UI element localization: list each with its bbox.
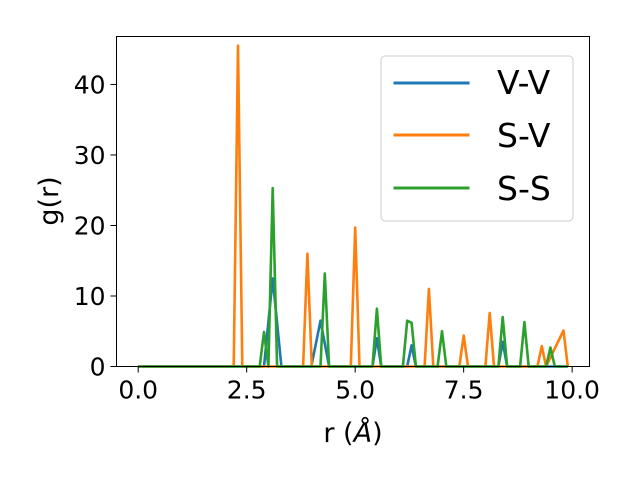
x-tick-label: 0.0: [118, 376, 158, 405]
y-tick-label: 0: [90, 353, 106, 382]
plot-frame: [116, 36, 590, 367]
y-tick-label: 20: [74, 211, 106, 240]
y-tick-label: 10: [74, 282, 106, 311]
legend-frame: [380, 55, 574, 222]
legend-label-s-v: S-V: [497, 116, 551, 155]
y-tick-label: 30: [74, 141, 106, 170]
x-tick-label: 2.5: [227, 376, 267, 405]
x-tick-label: 5.0: [335, 376, 375, 405]
y-tick-label: 40: [74, 70, 106, 99]
legend-label-v-v: V-V: [497, 63, 551, 102]
legend-label-s-s: S-S: [497, 169, 551, 208]
x-axis-label: r (Å): [323, 417, 382, 449]
x-tick-label: 7.5: [444, 376, 484, 405]
series-line-s-s: [138, 186, 568, 368]
x-tick-label: 10.0: [544, 376, 600, 405]
y-axis-label: g(r): [34, 176, 65, 225]
legend: V-V S-V S-S: [380, 55, 574, 222]
y-axis-ticks: 0 10 20 30 40: [74, 70, 117, 382]
x-axis-ticks: 0.0 2.5 5.0 7.5 10.0: [118, 366, 600, 405]
